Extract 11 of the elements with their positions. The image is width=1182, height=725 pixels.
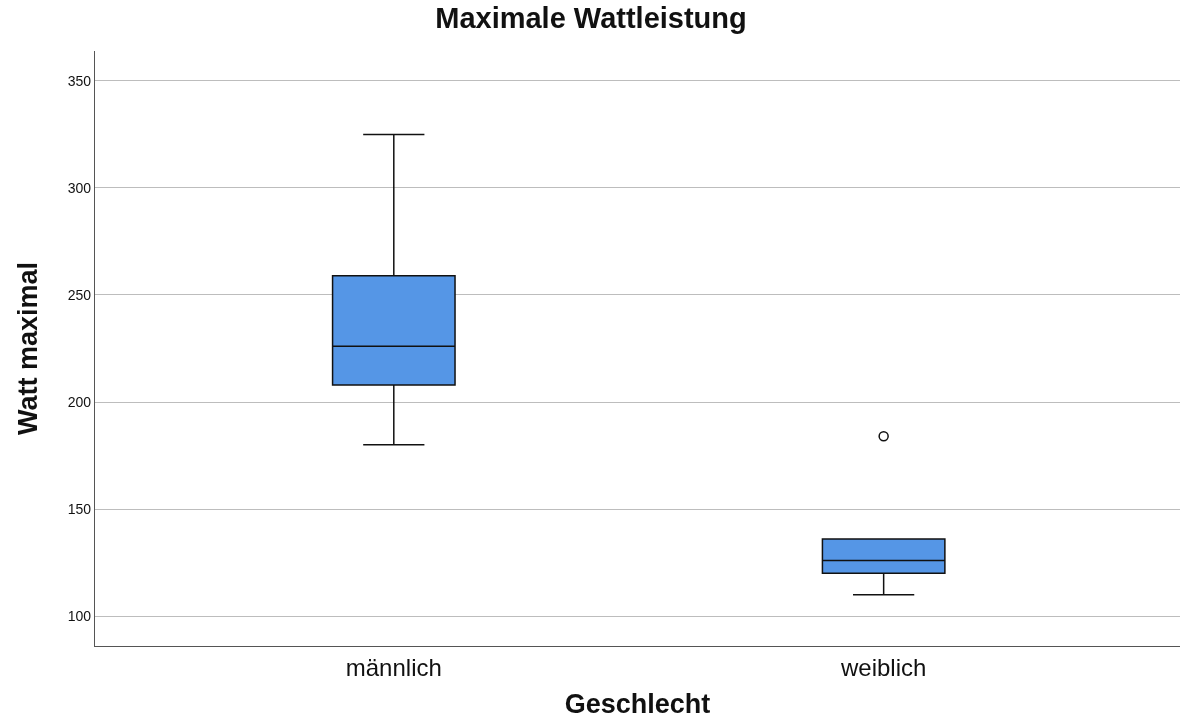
- y-tick-label: 200: [67, 393, 92, 410]
- y-tick-label: 350: [67, 72, 92, 89]
- y-tick-label: 250: [67, 286, 92, 303]
- x-axis-title: Geschlecht: [564, 689, 711, 720]
- chart-title: Maximale Wattleistung: [435, 1, 747, 34]
- x-tick-label: männlich: [345, 653, 442, 681]
- y-tick-label: 100: [67, 607, 92, 624]
- x-tick-label: weiblich: [839, 653, 927, 681]
- y-tick-label: 150: [67, 500, 92, 517]
- y-tick-label: 300: [67, 179, 92, 196]
- y-axis-title: Watt maximal: [12, 261, 43, 436]
